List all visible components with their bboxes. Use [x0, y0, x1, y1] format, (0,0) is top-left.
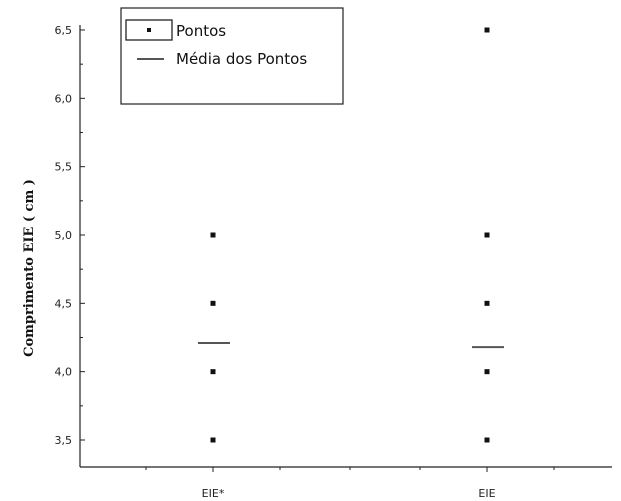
data-point	[484, 437, 490, 443]
y-tick-label: 4,0	[55, 366, 73, 379]
legend-frame	[120, 7, 344, 105]
y-tick-label: 4,5	[55, 297, 73, 310]
data-point	[484, 300, 490, 306]
legend-swatch-frame	[125, 19, 173, 41]
data-point	[210, 232, 216, 238]
y-tick-label: 5,5	[55, 161, 73, 174]
data-point	[210, 300, 216, 306]
y-tick-label: 5,0	[55, 229, 73, 242]
x-tick-label: EIE	[478, 487, 495, 500]
y-tick-label: 6,5	[55, 24, 73, 37]
legend: Pontos Média dos Pontos	[120, 7, 344, 105]
marks	[198, 27, 504, 443]
data-point	[210, 369, 216, 375]
legend-label-pontos: Pontos	[176, 22, 226, 40]
data-point	[484, 232, 490, 238]
data-point	[484, 369, 490, 375]
y-axis-label: Comprimento EIE ( cm )	[22, 179, 37, 357]
axes: 3,5 4,0 4,5 5,0 5,5 6,0 6,5 EIE* EIE	[55, 24, 612, 500]
y-tick-label: 6,0	[55, 92, 73, 105]
legend-points-marker	[147, 28, 151, 32]
legend-label-media: Média dos Pontos	[176, 50, 307, 68]
x-tick-label: EIE*	[202, 487, 225, 500]
y-tick-label: 3,5	[55, 434, 73, 447]
data-point	[210, 437, 216, 443]
data-point	[484, 27, 490, 33]
